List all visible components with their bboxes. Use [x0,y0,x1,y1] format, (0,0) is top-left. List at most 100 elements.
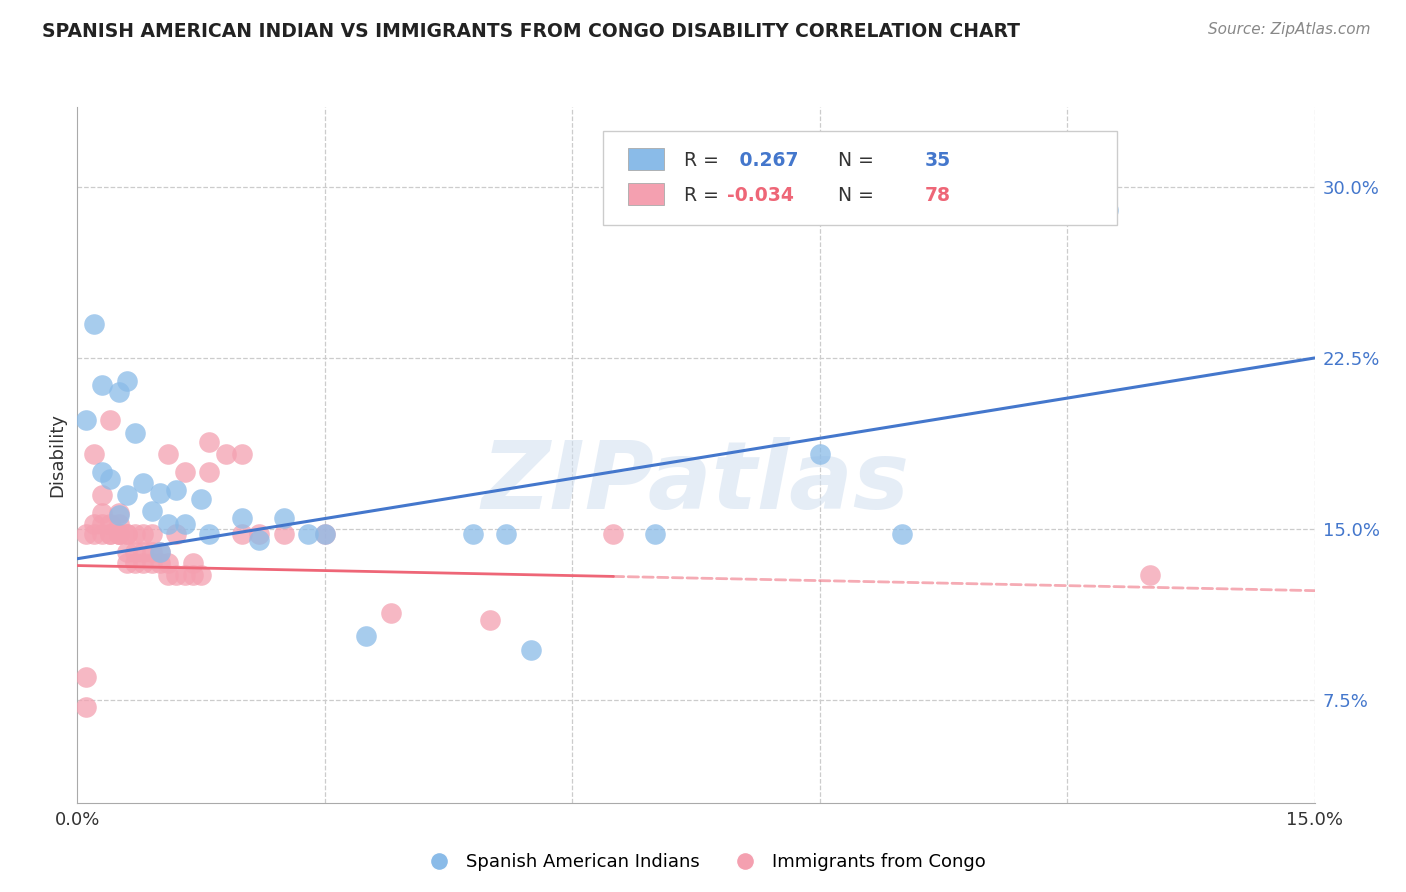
Point [190,567,212,582]
Point [314,526,336,541]
Point [75,526,97,541]
Point [91,465,114,479]
Text: -0.034: -0.034 [727,186,794,205]
Text: 0.267: 0.267 [733,151,799,170]
Point [157,556,180,570]
Point [273,526,295,541]
Point [181,556,204,570]
Point [165,567,187,582]
Point [463,526,485,541]
Point [173,567,195,582]
Point [478,613,501,627]
Point [297,526,319,541]
Point [91,488,114,502]
Point [83,317,105,331]
Point [1097,202,1119,217]
Point [231,510,253,524]
Point [107,526,129,541]
Point [83,517,105,532]
Point [247,526,270,541]
Point [215,447,238,461]
Point [124,526,146,541]
Point [165,483,187,498]
Point [520,643,543,657]
Point [91,378,114,392]
Point [98,412,121,426]
Text: R =: R = [683,186,724,205]
Point [495,526,517,541]
Point [273,510,295,524]
Point [115,374,138,388]
Point [75,670,97,684]
Point [173,465,195,479]
Point [157,567,180,582]
Point [149,485,172,500]
Point [149,545,172,559]
Point [149,545,172,559]
Point [107,506,129,520]
Point [83,447,105,461]
Point [141,556,163,570]
Point [115,545,138,559]
Point [198,465,221,479]
Point [354,629,377,643]
Point [132,556,155,570]
Point [1139,567,1161,582]
FancyBboxPatch shape [628,148,664,170]
Legend: Spanish American Indians, Immigrants from Congo: Spanish American Indians, Immigrants fro… [413,847,993,879]
Point [107,517,129,532]
Text: 35: 35 [925,151,950,170]
Point [231,526,253,541]
Point [115,526,138,541]
Point [107,508,129,523]
Point [602,526,624,541]
Point [91,526,114,541]
Point [808,447,831,461]
Point [198,435,221,450]
Point [124,556,146,570]
Point [165,526,187,541]
Point [107,526,129,541]
Point [98,526,121,541]
Point [91,517,114,532]
Point [115,526,138,541]
Point [132,476,155,491]
Text: N =: N = [825,186,880,205]
Point [83,526,105,541]
Point [141,504,163,518]
FancyBboxPatch shape [603,131,1116,226]
Point [141,526,163,541]
Point [644,526,666,541]
Point [314,526,336,541]
Point [124,426,146,441]
Point [173,517,195,532]
Point [198,526,221,541]
Text: 78: 78 [925,186,950,205]
Point [115,488,138,502]
Point [157,447,180,461]
Point [75,700,97,714]
Text: ZIPatlas: ZIPatlas [482,437,910,529]
Point [98,517,121,532]
Text: N =: N = [825,151,880,170]
Text: Source: ZipAtlas.com: Source: ZipAtlas.com [1208,22,1371,37]
Point [149,556,172,570]
Point [132,545,155,559]
Point [380,607,402,621]
Point [231,447,253,461]
Point [107,526,129,541]
FancyBboxPatch shape [628,183,664,205]
Text: R =: R = [683,151,724,170]
Point [891,526,914,541]
Y-axis label: Disability: Disability [48,413,66,497]
Point [75,412,97,426]
Point [132,526,155,541]
Point [91,506,114,520]
Point [157,517,180,532]
Point [98,526,121,541]
Point [107,385,129,400]
Point [181,567,204,582]
Point [141,545,163,559]
Point [190,492,212,507]
Point [124,545,146,559]
